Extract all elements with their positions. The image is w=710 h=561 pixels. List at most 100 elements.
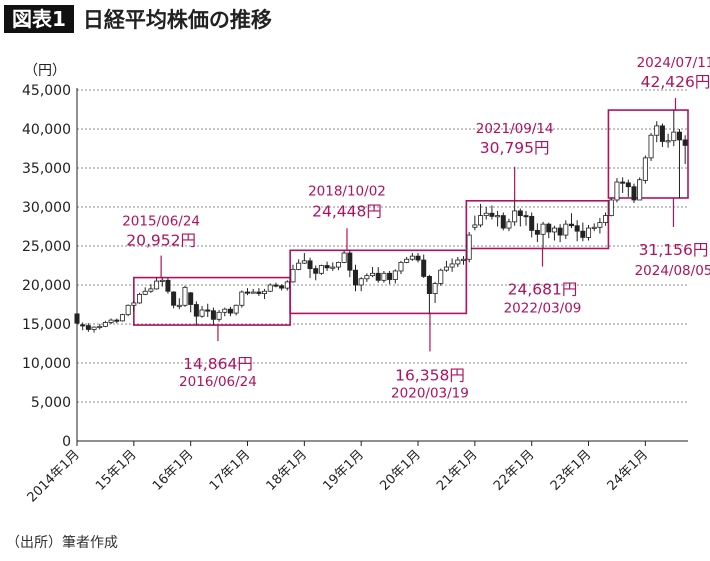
candle-body	[119, 314, 125, 322]
candle-body	[307, 260, 313, 270]
candle-body	[267, 284, 273, 292]
candle-body	[330, 266, 336, 269]
candle-body	[74, 313, 80, 324]
candle-body	[495, 215, 501, 218]
candle-body	[398, 261, 404, 272]
candle-body	[392, 270, 398, 280]
annotation-date: 2015/06/24	[122, 214, 200, 230]
candle-body	[489, 212, 495, 217]
candle-body	[472, 224, 478, 228]
candle-body	[210, 310, 216, 320]
x-tick-label: 18年1月	[264, 447, 311, 494]
candle-body	[279, 285, 285, 289]
range-box	[289, 249, 468, 315]
candle-body	[568, 223, 574, 227]
figure-header: 図表1 日経平均株価の推移	[4, 4, 272, 34]
annotation-value: 20,952円	[126, 232, 196, 250]
candle-body	[182, 286, 188, 306]
candle-body	[341, 252, 347, 263]
candle-body	[159, 279, 165, 282]
range-box	[465, 199, 610, 250]
candle-body	[205, 309, 211, 312]
candle-body	[557, 227, 563, 236]
candle-body	[364, 275, 370, 280]
candle-body	[256, 291, 262, 294]
y-tick-label: 40,000	[22, 122, 71, 138]
candle-body	[193, 304, 199, 317]
candle-body	[659, 125, 665, 142]
candle-body	[614, 181, 620, 201]
annotation-date: 2024/08/05	[635, 263, 710, 279]
candle-body	[125, 304, 131, 316]
candle-body	[466, 234, 472, 260]
y-tick-label: 10,000	[22, 356, 71, 372]
candle-body	[409, 255, 415, 260]
candle-body	[165, 279, 171, 292]
candle-body	[586, 227, 592, 238]
candle-body	[233, 304, 239, 314]
candle-body	[353, 269, 359, 286]
annotation-value: 31,156円	[639, 241, 709, 259]
candle-body	[563, 223, 569, 236]
candle-body	[296, 262, 302, 270]
y-axis-unit: （円）	[24, 63, 66, 79]
annotation-value: 30,795円	[480, 139, 550, 157]
candle-body	[574, 225, 580, 232]
candle-body	[512, 210, 518, 223]
x-tick-label: 21年1月	[434, 447, 481, 494]
candle-body	[580, 230, 586, 238]
candle-body	[523, 215, 529, 218]
candle-body	[500, 215, 506, 229]
candle-body	[313, 268, 319, 274]
candle-body	[154, 280, 160, 290]
candle-body	[415, 255, 421, 261]
candle-body	[97, 325, 103, 328]
candle-body	[250, 291, 256, 294]
x-tick-label: 24年1月	[605, 447, 652, 494]
candle-body	[648, 134, 654, 159]
candle-body	[455, 259, 461, 265]
x-tick-label: 2014年1月	[25, 447, 83, 505]
candle-body	[404, 258, 410, 263]
figure-title: 日経平均株価の推移	[82, 8, 272, 32]
candle-body	[102, 322, 108, 327]
annotation-date: 2024/07/11	[637, 55, 710, 71]
candle-body	[603, 215, 609, 224]
candle-body	[682, 139, 688, 146]
x-tick-label: 23年1月	[548, 447, 595, 494]
candle-body	[665, 140, 671, 143]
candle-body	[421, 259, 427, 277]
annotation-value: 16,358円	[395, 366, 465, 384]
candle-body	[676, 131, 682, 141]
candle-body	[188, 292, 194, 305]
candle-body	[625, 182, 631, 188]
candle-body	[460, 258, 466, 261]
candle-body	[91, 326, 97, 330]
candle-body	[637, 179, 643, 201]
candle-body	[534, 229, 540, 235]
y-tick-label: 20,000	[22, 278, 71, 294]
candle-body	[222, 308, 228, 313]
x-tick-label: 20年1月	[377, 447, 424, 494]
candle-body	[529, 215, 535, 231]
annotation-date: 2021/09/14	[476, 121, 554, 137]
candle-body	[506, 221, 512, 229]
candle-body	[114, 319, 120, 322]
x-tick-label: 15年1月	[93, 447, 140, 494]
candle-body	[148, 288, 154, 292]
annotation-date: 2018/10/02	[308, 183, 386, 199]
y-tick-label: 5,000	[31, 395, 71, 411]
range-box	[607, 109, 689, 199]
candle-body	[483, 212, 489, 216]
annotation-value: 24,681円	[508, 280, 578, 298]
y-tick-label: 25,000	[22, 239, 71, 255]
annotation-value: 14,864円	[183, 355, 253, 373]
candle-body	[227, 308, 233, 314]
candle-body	[438, 269, 444, 284]
candle-body	[591, 226, 597, 229]
candle-body	[358, 278, 364, 286]
x-tick-label: 22年1月	[491, 447, 538, 494]
candle-body	[654, 125, 660, 136]
candle-body	[199, 309, 205, 317]
